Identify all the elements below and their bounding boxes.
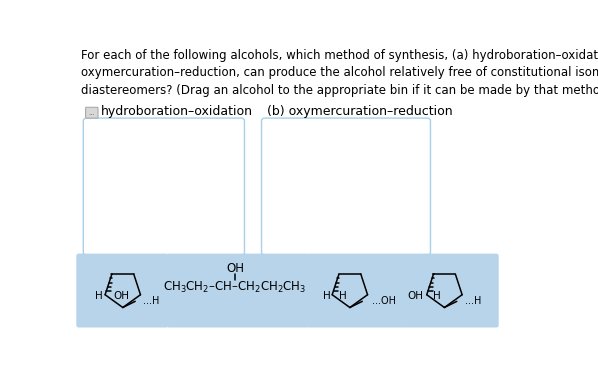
Text: OH: OH (407, 291, 423, 301)
FancyBboxPatch shape (86, 107, 98, 118)
FancyBboxPatch shape (167, 254, 310, 328)
Text: H: H (434, 291, 441, 301)
Text: ...OH: ...OH (371, 296, 395, 306)
Text: CH$_3$CH$_2$–CH–CH$_2$CH$_2$CH$_3$: CH$_3$CH$_2$–CH–CH$_2$CH$_2$CH$_3$ (163, 280, 307, 295)
Text: OH: OH (114, 291, 129, 301)
Text: (b) oxymercuration–reduction: (b) oxymercuration–reduction (267, 105, 453, 118)
Text: OH: OH (226, 262, 244, 275)
Text: H: H (323, 291, 331, 301)
Text: H: H (95, 291, 103, 301)
Text: ...H: ...H (465, 296, 481, 306)
FancyBboxPatch shape (307, 254, 404, 328)
FancyBboxPatch shape (261, 118, 431, 255)
FancyBboxPatch shape (402, 254, 499, 328)
Text: ...H: ...H (143, 296, 159, 306)
FancyBboxPatch shape (77, 254, 169, 328)
Text: For each of the following alcohols, which method of synthesis, (a) hydroboration: For each of the following alcohols, whic… (81, 49, 598, 97)
Text: H: H (339, 291, 347, 301)
FancyBboxPatch shape (83, 118, 245, 255)
Text: ...: ... (89, 110, 95, 116)
Text: hydroboration–oxidation: hydroboration–oxidation (101, 105, 253, 118)
